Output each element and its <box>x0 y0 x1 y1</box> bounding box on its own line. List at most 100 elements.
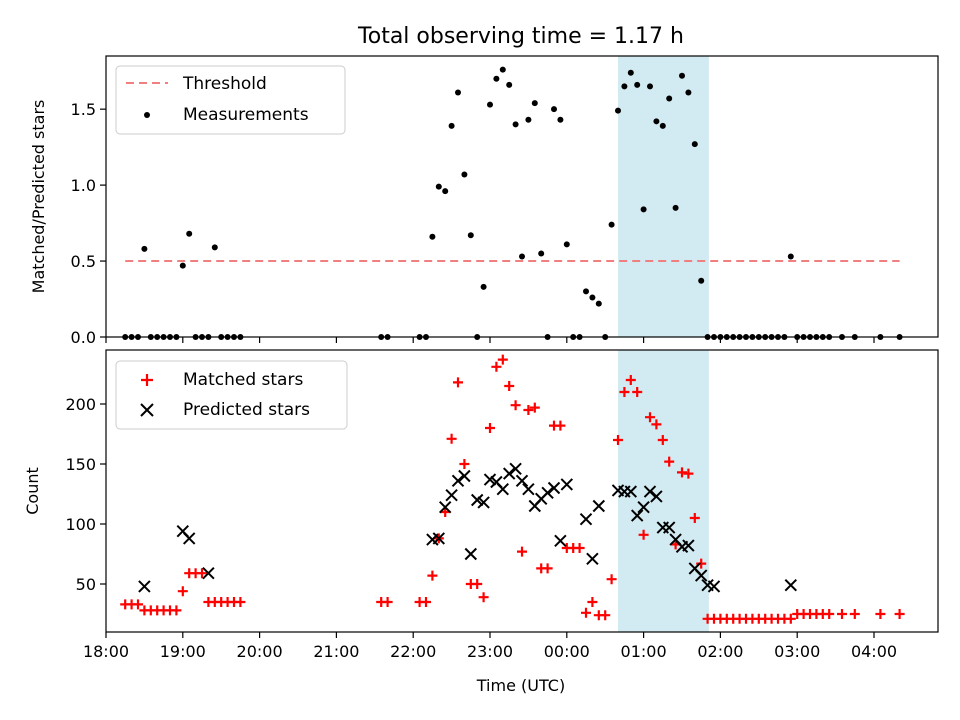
x-tick-label: 22:00 <box>390 642 436 661</box>
measurement-point <box>679 72 685 79</box>
measurement-point <box>653 118 660 125</box>
predicted-star-point <box>694 569 708 582</box>
matched-star-point <box>491 361 502 372</box>
measurement-point <box>698 277 705 284</box>
predicted-star-point <box>477 496 490 509</box>
matched-star-point <box>421 597 431 607</box>
predicted-star-point <box>579 512 593 526</box>
measurement-point <box>634 81 641 88</box>
matched-star-point <box>683 468 694 479</box>
top-y-tick-label: 0.0 <box>71 328 96 347</box>
measurement-point <box>583 288 589 295</box>
measurement-point <box>640 206 647 213</box>
matched-star-point <box>613 435 623 445</box>
measurement-point <box>141 245 148 252</box>
bottom-y-tick-label: 200 <box>65 395 96 414</box>
bottom-legend-box <box>115 360 348 430</box>
matched-star-point <box>689 513 700 523</box>
legend-measurements-label: Measurements <box>183 105 309 125</box>
matched-star-point <box>459 459 470 469</box>
top-y-tick-label: 1.0 <box>71 176 96 195</box>
measurement-point <box>448 122 455 129</box>
measurement-point <box>487 101 493 108</box>
measurement-point <box>647 83 653 90</box>
predicted-star-point <box>438 500 452 514</box>
measurement-point <box>467 232 474 239</box>
measurement-point <box>461 171 468 178</box>
measurement-point <box>589 294 596 301</box>
matched-star-point <box>837 609 847 619</box>
matched-star-point <box>600 610 611 621</box>
measurement-point <box>506 81 513 88</box>
matched-star-point <box>427 570 438 581</box>
measurement-point <box>512 121 519 128</box>
legend-threshold-label: Threshold <box>182 74 267 94</box>
measurement-point <box>691 141 698 148</box>
matched-star-point <box>632 387 643 397</box>
legend-predicted-swatch <box>140 403 154 417</box>
matched-star-point <box>177 586 188 597</box>
x-tick-label: 00:00 <box>544 642 590 661</box>
predicted-star-point <box>515 474 529 488</box>
matched-star-point <box>587 597 598 607</box>
predicted-star-point <box>707 580 721 593</box>
measurement-point <box>519 253 525 260</box>
x-tick-label: 23:00 <box>467 642 513 661</box>
predicted-star-point <box>650 490 663 503</box>
matched-star-point <box>619 387 630 397</box>
bottom-y-tick-label: 100 <box>65 515 96 534</box>
measurement-point <box>186 230 193 237</box>
predicted-star-point <box>496 482 510 496</box>
matched-star-point <box>894 609 905 619</box>
top-plot-frame <box>105 55 939 338</box>
predicted-star-point <box>509 462 522 476</box>
matched-star-point <box>453 377 463 388</box>
matched-star-point <box>472 579 483 589</box>
measurement-point <box>429 233 436 240</box>
matched-star-point <box>446 433 457 444</box>
top-y-tick-label: 0.5 <box>71 252 96 271</box>
matched-star-point <box>440 507 451 517</box>
bottom-plot-frame <box>105 349 939 633</box>
matched-star-point <box>581 607 591 618</box>
measurement-point <box>608 221 615 228</box>
predicted-star-point <box>630 509 644 522</box>
predicted-star-point <box>547 481 561 495</box>
measurement-point <box>551 106 557 113</box>
matched-star-point <box>171 605 182 616</box>
measurement-point <box>563 241 570 248</box>
measurement-point <box>179 262 186 269</box>
matched-star-point <box>542 563 553 574</box>
measurement-point <box>211 244 218 251</box>
matched-star-point <box>382 597 393 607</box>
matched-star-point <box>638 529 649 540</box>
predicted-star-point <box>784 578 798 592</box>
matched-star-point <box>664 456 675 467</box>
predicted-star-point <box>458 469 471 483</box>
measurement-point <box>557 116 564 123</box>
matched-star-point <box>235 597 246 607</box>
x-axis-label: Time (UTC) <box>476 676 565 695</box>
predicted-star-point <box>502 467 516 480</box>
bottom-y-tick-label: 50 <box>76 575 96 594</box>
measurement-point <box>615 107 621 114</box>
matched-star-point <box>875 609 886 619</box>
x-tick-label: 02:00 <box>697 642 743 661</box>
legend-measurements-swatch <box>144 112 150 118</box>
measurement-point <box>455 89 461 96</box>
measurement-point <box>672 204 679 211</box>
bottom-shaded-interval <box>618 350 709 632</box>
predicted-star-point <box>637 500 650 514</box>
x-tick-label: 19:00 <box>160 642 206 661</box>
predicted-star-point <box>432 532 446 545</box>
matched-star-point <box>849 609 860 619</box>
predicted-star-point <box>138 580 151 593</box>
x-tick-label: 01:00 <box>621 642 667 661</box>
matched-star-point <box>625 375 636 385</box>
bottom-y-tick-label: 150 <box>65 455 96 474</box>
predicted-star-point <box>586 552 599 566</box>
matched-star-point <box>504 381 515 391</box>
measurement-point <box>499 66 506 73</box>
measurement-point <box>493 75 500 82</box>
